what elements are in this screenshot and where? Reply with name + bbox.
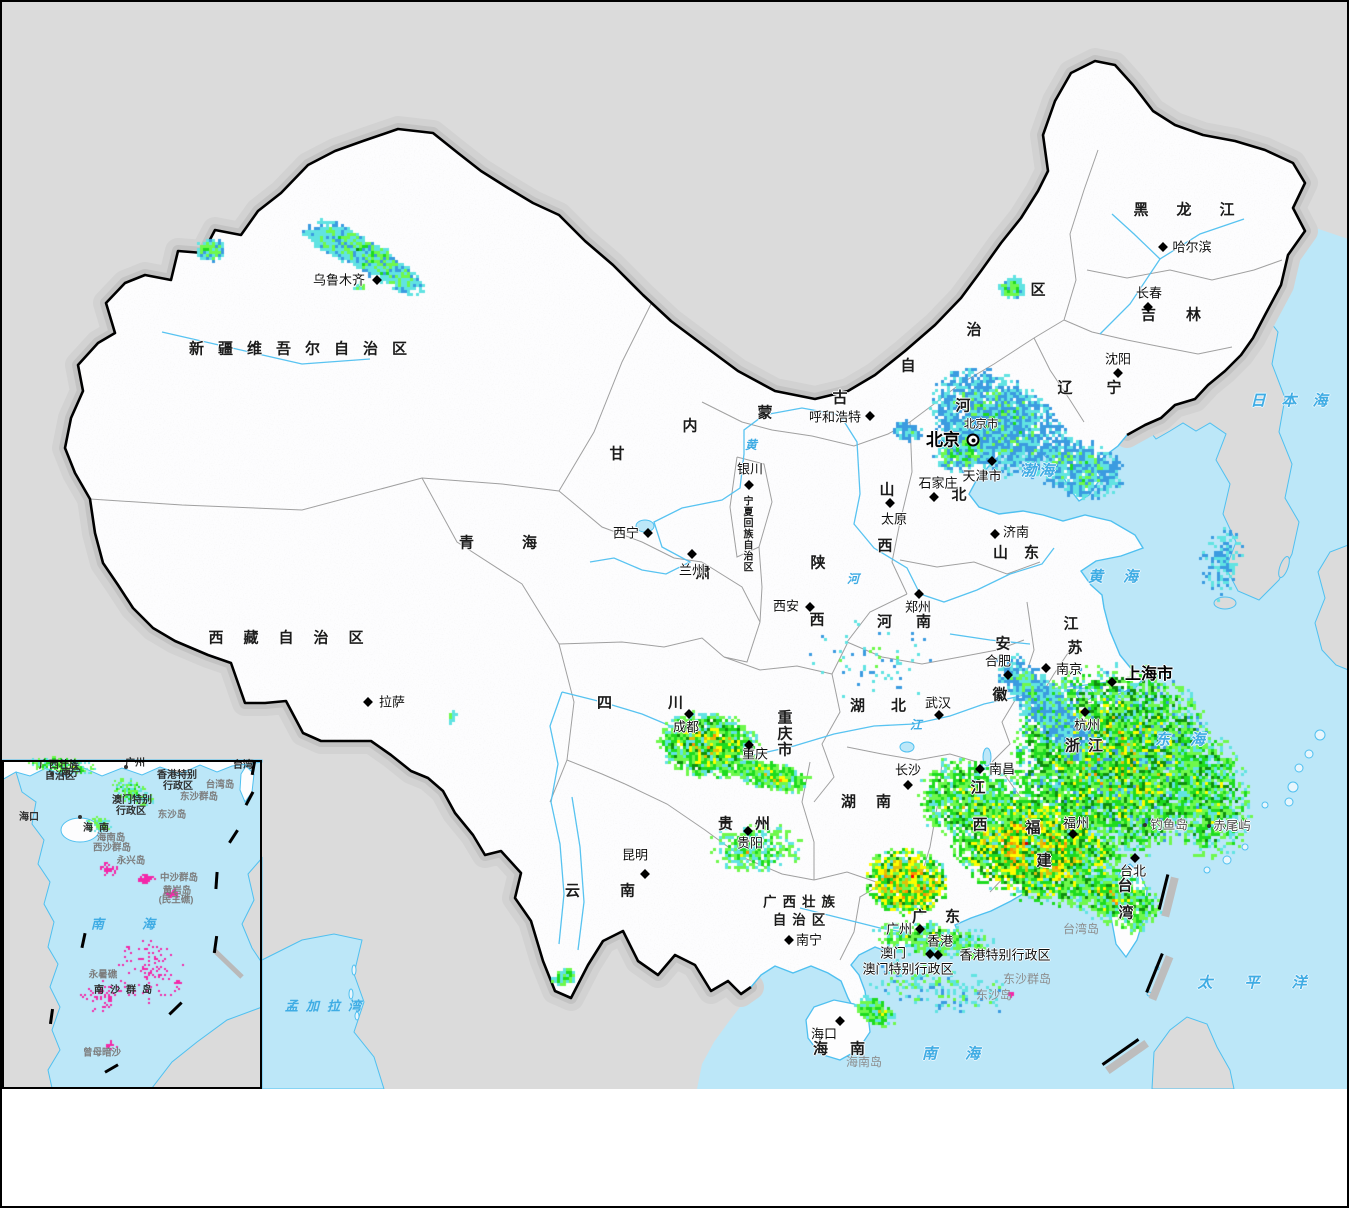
legend-panel: 全国雷达拼图 [2026-02-27 01:30:00] [ 组合反射率 ] 5… [2, 1089, 1347, 1206]
china-radar-map: 新疆维吾尔自治区 西藏自治区 青海甘肃内蒙古自治区黑龙江 吉林辽宁河北山西山东 河南陕西… [2, 2, 1347, 1089]
radar-echo-layer [2, 2, 1347, 1089]
